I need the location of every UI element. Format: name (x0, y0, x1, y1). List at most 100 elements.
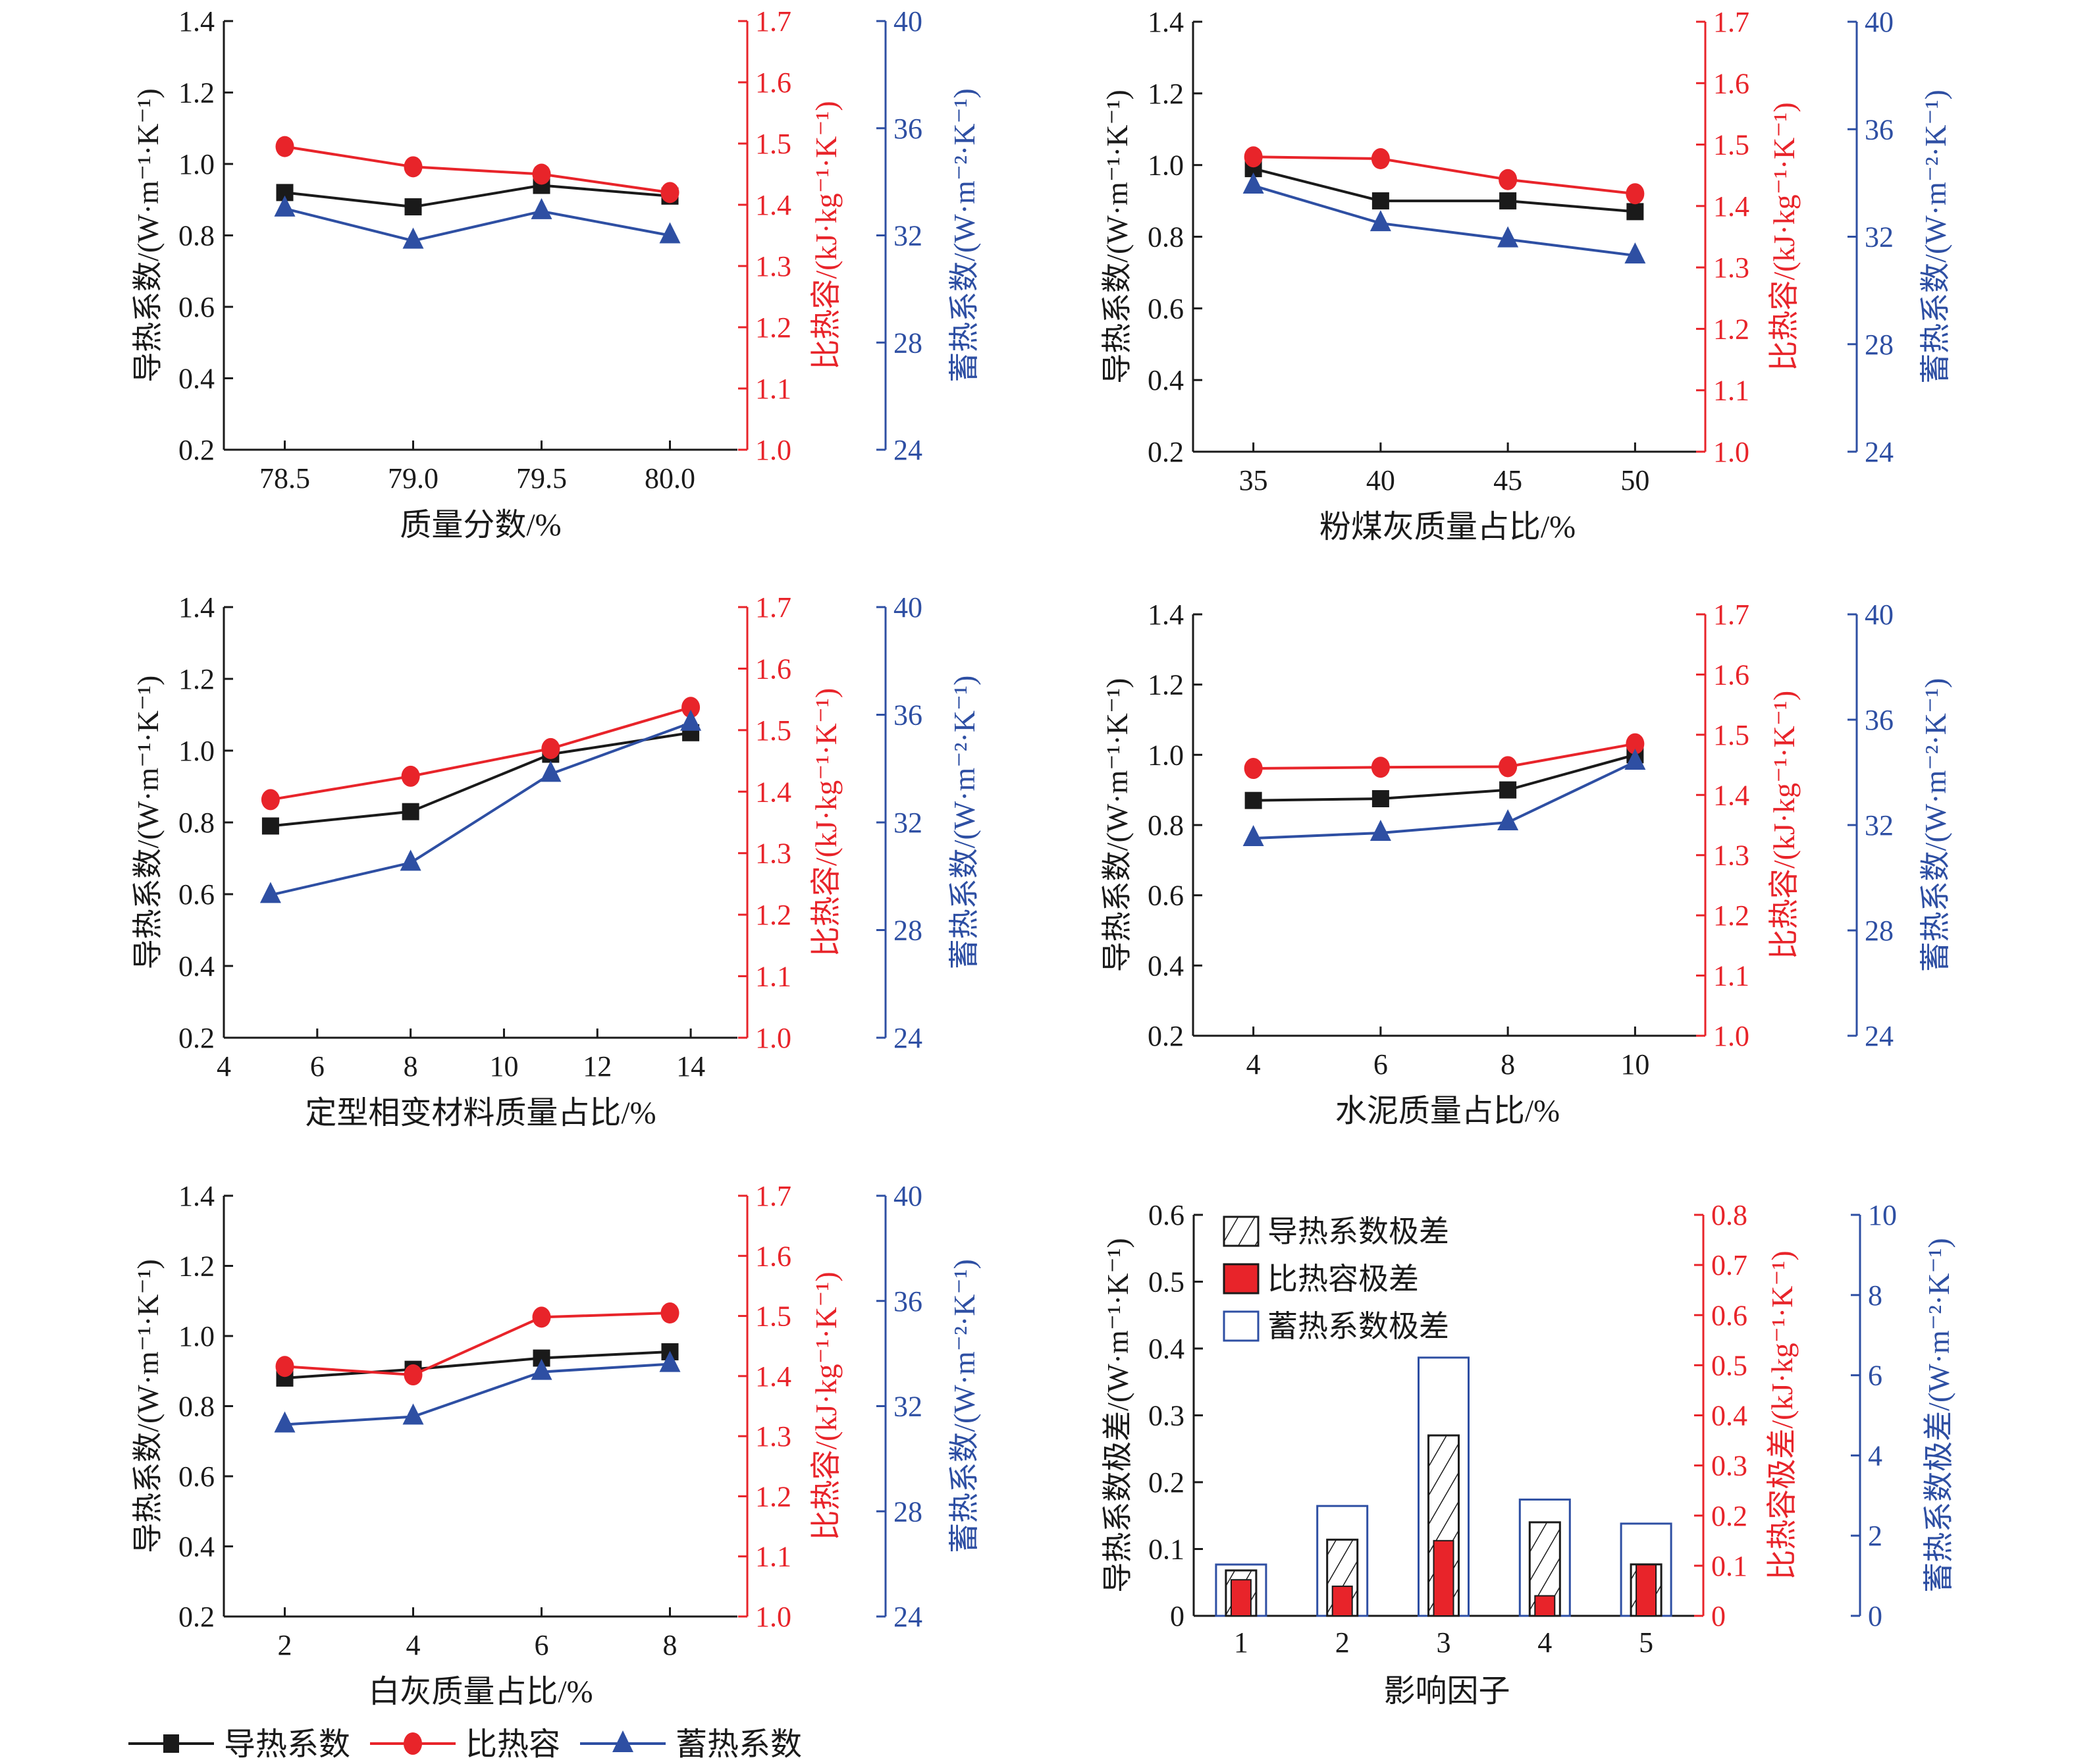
point-导热系数 (1499, 781, 1517, 799)
x-tick-label: 40 (1366, 464, 1395, 496)
legend-item-3: 蓄热系数 (580, 1727, 802, 1762)
red-y-axis-label: 比热容/(kJ·kg⁻¹·K⁻¹) (1767, 691, 1801, 959)
line-蓄热系数 (1253, 761, 1636, 840)
red-y-tick-label: 1.3 (755, 1420, 791, 1453)
x-tick-label: 10 (489, 1050, 518, 1082)
line-导热系数 (270, 731, 691, 828)
blue-y-tick-label: 28 (1865, 915, 1894, 947)
point-蓄热系数 (1242, 825, 1264, 846)
blue-y-axis-label: 蓄热系数极差/(W·m⁻²·K⁻¹) (1922, 1238, 1955, 1593)
left-y-tick-label: 1.2 (178, 663, 215, 695)
point-蓄热系数 (274, 1411, 296, 1433)
left-y-tick-label: 0.5 (1148, 1266, 1184, 1298)
left-y-tick-label: 0.6 (178, 291, 215, 323)
point-比热容 (660, 182, 679, 203)
legend-swatch-导热系数极差 (1223, 1216, 1260, 1247)
blue-y-axis-label: 蓄热系数/(W·m⁻²·K⁻¹) (1919, 678, 1952, 973)
left-y-tick-label: 0.1 (1148, 1534, 1184, 1566)
left-y-tick-label: 0.2 (1148, 1020, 1184, 1052)
left-y-tick-label: 0.2 (178, 1022, 215, 1054)
left-y-tick-label: 0.6 (1148, 292, 1184, 325)
point-蓄热系数 (531, 1358, 552, 1380)
left-y-axis-label: 导热系数/(W·m⁻¹·K⁻¹) (1100, 90, 1134, 384)
red-y-tick-label: 1.4 (1713, 779, 1749, 811)
left-y-tick-label: 0.6 (1148, 1199, 1184, 1231)
left-y-axis-label: 导热系数/(W·m⁻¹·K⁻¹) (131, 88, 165, 383)
red-y-axis-label: 比热容/(kJ·kg⁻¹·K⁻¹) (809, 101, 843, 369)
point-比热容 (660, 1302, 679, 1324)
point-导热系数 (1371, 790, 1389, 807)
left-y-tick-label: 0.4 (178, 950, 215, 982)
left-y-tick-label: 0.8 (178, 220, 215, 252)
line-导热系数 (1253, 167, 1635, 213)
x-tick-label: 4 (1246, 1048, 1261, 1081)
blue-y-tick-label: 32 (1865, 809, 1894, 842)
red-y-tick-label: 1.1 (1713, 960, 1749, 992)
left-y-tick-label: 0 (1170, 1600, 1184, 1632)
point-导热系数 (1371, 192, 1389, 210)
red-y-tick-label: 1.5 (1713, 719, 1749, 751)
bar-比热容极差 (1635, 1564, 1657, 1617)
legend-label: 蓄热系数 (676, 1727, 802, 1762)
chart-panel-3: 0.2 0.4 0.6 0.8 1.0 1.2 1.4 1.0 1.1 1.2 1.3 1.4 1.5 1… (131, 591, 981, 1131)
x-tick-label: 6 (310, 1050, 325, 1082)
blue-y-tick-label: 32 (893, 220, 922, 252)
x-tick-label: 3 (1437, 1626, 1451, 1659)
blue-y-tick-label: 40 (893, 5, 922, 38)
red-y-tick-label: 1.3 (1713, 840, 1749, 872)
blue-y-tick-label: 24 (893, 1601, 922, 1633)
point-蓄热系数 (1624, 749, 1646, 770)
point-比热容 (404, 156, 423, 178)
line-蓄热系数 (284, 207, 670, 242)
blue-y-tick-label: 40 (1865, 599, 1894, 631)
red-y-tick-label: 1.0 (1713, 436, 1749, 468)
red-y-tick-label: 0.3 (1711, 1450, 1747, 1482)
left-y-axis-label: 导热系数/(W·m⁻¹·K⁻¹) (131, 1259, 165, 1553)
chart-panel-4: 0.2 0.4 0.6 0.8 1.0 1.2 1.4 1.0 1.1 1.2 1.3 1.4 1.5 1… (1100, 599, 1952, 1129)
blue-y-tick-label: 28 (893, 1495, 922, 1528)
x-tick-label: 8 (663, 1629, 678, 1661)
x-tick-label: 1 (1234, 1626, 1248, 1659)
blue-y-tick-label: 4 (1868, 1439, 1882, 1472)
point-蓄热系数 (1369, 210, 1391, 232)
point-蓄热系数 (680, 709, 702, 731)
x-tick-label: 2 (1335, 1626, 1350, 1659)
left-y-tick-label: 1.4 (1148, 6, 1184, 38)
blue-y-tick-label: 28 (893, 327, 922, 359)
point-蓄热系数 (1497, 809, 1519, 830)
red-y-tick-label: 1.7 (755, 5, 791, 38)
point-比热容 (275, 136, 294, 157)
red-y-tick-label: 1.5 (755, 714, 791, 747)
x-tick-label: 4 (217, 1050, 231, 1082)
blue-y-tick-label: 6 (1868, 1360, 1882, 1392)
x-tick-label: 80.0 (645, 462, 695, 494)
x-axis-label: 白灰质量占比/% (368, 1674, 593, 1709)
blue-y-axis-label: 蓄热系数/(W·m⁻²·K⁻¹) (947, 1259, 981, 1553)
point-比热容 (401, 765, 420, 787)
left-y-tick-label: 0.8 (178, 807, 215, 839)
red-y-tick-label: 1.0 (755, 1601, 791, 1633)
red-y-tick-label: 1.0 (755, 1022, 791, 1054)
line-蓄热系数 (270, 721, 691, 897)
blue-y-tick-label: 32 (1865, 221, 1894, 254)
red-y-tick-label: 1.5 (755, 128, 791, 160)
bar-比热容极差 (1230, 1579, 1252, 1617)
red-y-axis-label: 比热容/(kJ·kg⁻¹·K⁻¹) (1767, 102, 1801, 371)
blue-y-tick-label: 24 (893, 434, 922, 466)
blue-y-tick-label: 36 (893, 113, 922, 145)
red-y-tick-label: 1.6 (1713, 658, 1749, 691)
left-y-tick-label: 0.4 (1148, 1333, 1184, 1365)
point-比热容 (541, 737, 560, 759)
x-tick-label: 35 (1239, 464, 1268, 496)
bar-比热容极差 (1534, 1595, 1556, 1617)
left-y-tick-label: 0.4 (178, 1531, 215, 1563)
left-y-tick-label: 0.6 (178, 878, 215, 911)
blue-y-tick-label: 36 (1865, 113, 1894, 146)
point-蓄热系数 (274, 195, 296, 217)
legend-swatch-蓄热系数极差 (1223, 1310, 1260, 1342)
point-蓄热系数 (659, 222, 681, 244)
x-tick-label: 2 (278, 1629, 292, 1661)
red-y-tick-label: 0.2 (1711, 1500, 1747, 1532)
point-蓄热系数 (402, 227, 424, 249)
